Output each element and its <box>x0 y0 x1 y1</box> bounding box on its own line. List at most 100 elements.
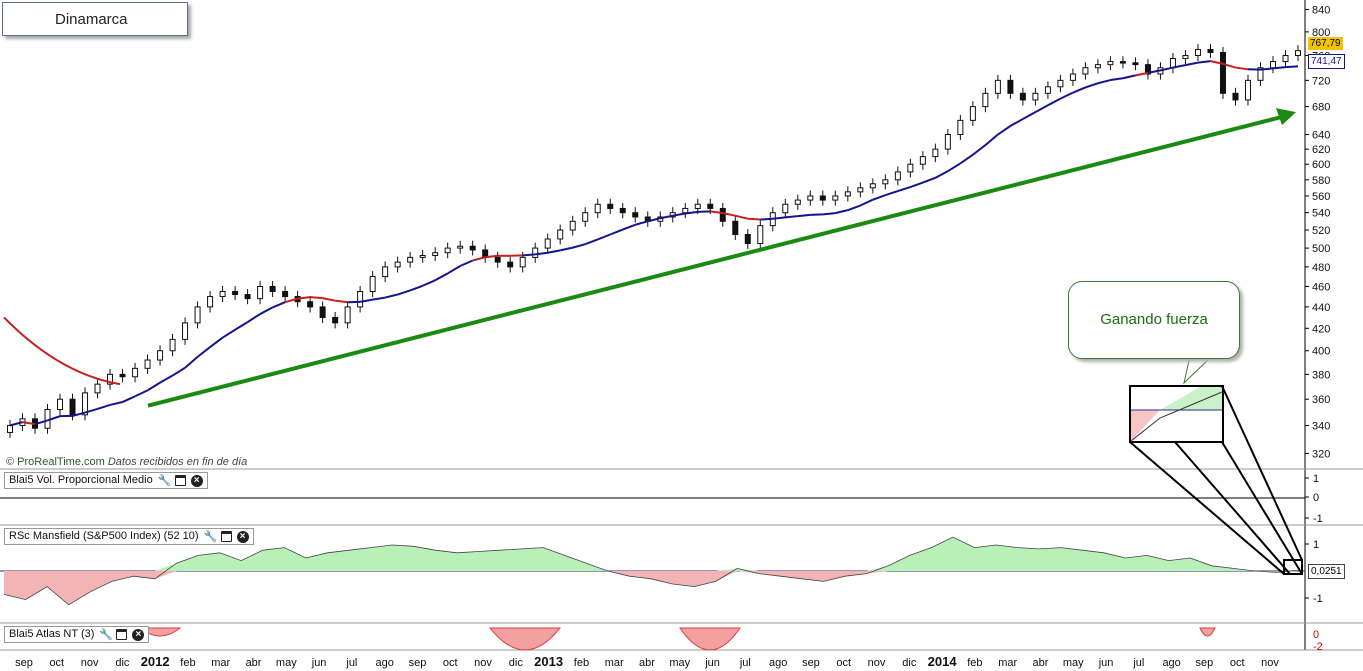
moving-average-segment <box>147 381 161 392</box>
candle <box>594 203 601 214</box>
candle <box>894 171 901 181</box>
rs-panel-label: RSc Mansfield (S&P500 Index) (52 10) <box>9 530 199 542</box>
x-axis-label: dic <box>509 657 524 669</box>
candle <box>307 301 314 308</box>
x-axis-label: ago <box>1162 657 1180 669</box>
moving-average-segment <box>609 228 624 236</box>
x-axis-label: abr <box>1033 657 1049 669</box>
x-axis-label: oct <box>1230 657 1245 669</box>
ma-value-tag: 741,47 <box>1308 54 1345 69</box>
inset-line <box>1130 391 1223 442</box>
moving-average-segment <box>9 421 23 427</box>
callout-pointer <box>1183 355 1214 385</box>
chart-title: Dinamarca <box>2 2 188 36</box>
candle <box>1269 61 1276 69</box>
rs-tick-label: 1 <box>1313 539 1319 551</box>
x-axis-label: jun <box>1098 657 1114 669</box>
candle <box>82 392 89 416</box>
zoom-connector <box>1174 441 1291 575</box>
x-axis-label: oct <box>836 657 851 669</box>
moving-average-segment <box>447 265 461 275</box>
x-axis-label: oct <box>49 657 64 669</box>
moving-average-segment <box>1072 86 1086 94</box>
candle <box>1144 64 1151 75</box>
window-icon[interactable] <box>174 475 186 486</box>
moving-average-segment <box>859 198 874 207</box>
candle <box>382 266 389 278</box>
close-icon[interactable]: × <box>236 530 249 543</box>
candle <box>719 207 726 222</box>
moving-average-segment <box>572 243 586 249</box>
x-axis-label: jun <box>311 657 327 669</box>
candle <box>557 229 564 240</box>
moving-average-segment <box>710 210 723 215</box>
moving-average-segment <box>1285 65 1299 69</box>
moving-average-segment <box>1034 104 1049 113</box>
candle <box>1019 92 1026 101</box>
rs-positive-area <box>4 537 1298 571</box>
candle <box>369 276 376 292</box>
moving-average-segment <box>434 272 449 282</box>
moving-average-segment <box>885 190 899 197</box>
moving-average-segment <box>1185 61 1199 67</box>
candle <box>444 247 451 254</box>
candle <box>457 245 464 249</box>
candle <box>1194 48 1201 56</box>
candle <box>469 245 476 251</box>
candle <box>1007 79 1014 94</box>
wrench-icon[interactable]: 🔧 <box>99 628 114 641</box>
moving-average-segment <box>72 411 86 417</box>
moving-average-segment <box>122 395 136 403</box>
moving-average-segment <box>1260 67 1274 71</box>
candle <box>919 156 926 165</box>
x-axis-label: feb <box>967 657 982 669</box>
candle <box>1069 73 1076 81</box>
moving-average-segment <box>910 181 924 188</box>
close-icon[interactable]: × <box>132 628 145 641</box>
moving-average-segment <box>196 346 211 358</box>
moving-average-segment <box>822 212 836 216</box>
moving-average-segment <box>997 125 1011 136</box>
moving-average-segment <box>272 301 286 309</box>
moving-average-segment <box>472 256 486 262</box>
candle <box>857 187 864 193</box>
candle <box>507 261 514 268</box>
candle <box>232 290 239 296</box>
wrench-icon[interactable]: 🔧 <box>157 474 172 487</box>
candle <box>544 238 551 249</box>
price-tick-label: 380 <box>1312 369 1330 381</box>
moving-average-segment <box>322 297 336 302</box>
candle <box>782 203 789 214</box>
wrench-icon[interactable]: 🔧 <box>203 530 218 543</box>
x-axis-label: abr <box>639 657 655 669</box>
moving-average-segment <box>522 253 536 257</box>
candle <box>207 296 214 308</box>
price-tick-label: 640 <box>1312 130 1330 142</box>
price-tick-label: 480 <box>1312 262 1330 274</box>
candle <box>182 322 189 340</box>
candle <box>157 350 164 361</box>
moving-average-segment <box>897 186 911 193</box>
moving-average-segment <box>397 289 411 296</box>
x-axis-label: jul <box>1132 657 1144 669</box>
candle <box>1219 51 1226 94</box>
candle <box>219 290 226 298</box>
x-axis-label: jul <box>345 657 357 669</box>
candle <box>1057 79 1064 88</box>
candle <box>732 220 739 235</box>
candle <box>1044 86 1051 94</box>
trendline <box>147 114 1283 408</box>
close-icon[interactable]: × <box>190 474 203 487</box>
candle <box>907 163 914 173</box>
candle <box>7 425 13 433</box>
candle <box>957 119 964 136</box>
x-axis-label: mar <box>605 657 624 669</box>
inset-negative <box>1131 410 1160 441</box>
moving-average-segment <box>1222 62 1236 69</box>
moving-average-segment <box>1160 66 1174 72</box>
moving-average-segment <box>797 213 811 218</box>
window-icon[interactable] <box>220 531 232 542</box>
candle <box>707 203 714 209</box>
window-icon[interactable] <box>116 629 128 640</box>
moving-average-segment <box>22 421 36 426</box>
